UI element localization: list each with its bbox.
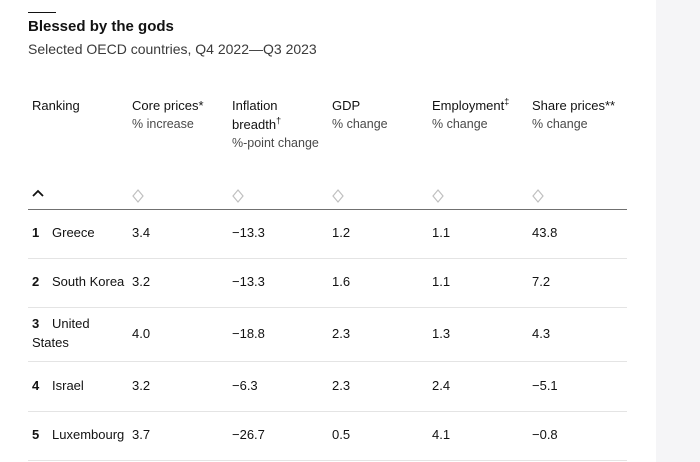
employment-value: 2.4 (432, 378, 451, 393)
core-prices-value: 3.2 (132, 274, 151, 289)
core-prices-value: 4.0 (132, 326, 151, 341)
header-gdp: GDP % change (332, 98, 388, 131)
rank-number: 2 (32, 274, 40, 289)
rank-number: 3 (32, 316, 40, 331)
sort-share-prices-icon[interactable] (532, 189, 544, 203)
inflation-breadth-value: −6.3 (232, 378, 258, 393)
country-name-line1: United (52, 316, 90, 331)
country-name-line2: States (32, 335, 69, 350)
employment-value: 1.1 (432, 274, 451, 289)
rank-number: 5 (32, 427, 40, 442)
country-name: Greece (52, 225, 95, 240)
sort-gdp-icon[interactable] (332, 189, 344, 203)
sort-inflation-breadth-icon[interactable] (232, 189, 244, 203)
employment-value: 4.1 (432, 427, 451, 442)
sort-core-prices-icon[interactable] (132, 189, 144, 203)
header-ranking: Ranking (32, 98, 80, 113)
core-prices-value: 3.2 (132, 378, 151, 393)
row-separator (28, 411, 627, 412)
header-divider (28, 209, 627, 210)
share-prices-value: 7.2 (532, 274, 551, 289)
inflation-breadth-value: −26.7 (232, 427, 265, 442)
share-prices-value: 43.8 (532, 225, 558, 240)
row-separator (28, 460, 627, 461)
header-inflation-breadth: Inflation breadth† %-point change (232, 98, 319, 150)
row-separator (28, 361, 627, 362)
top-rule (28, 12, 56, 13)
gdp-value: 2.3 (332, 378, 351, 393)
gdp-value: 0.5 (332, 427, 351, 442)
share-prices-value: −0.8 (532, 427, 558, 442)
share-prices-value: −5.1 (532, 378, 558, 393)
row-separator (28, 307, 627, 308)
chart-subtitle: Selected OECD countries, Q4 2022—Q3 2023 (28, 41, 317, 57)
row-separator (28, 258, 627, 259)
core-prices-value: 3.7 (132, 427, 151, 442)
rank-number: 1 (32, 225, 40, 240)
sort-employment-icon[interactable] (432, 189, 444, 203)
gdp-value: 2.3 (332, 326, 351, 341)
rank-number: 4 (32, 378, 40, 393)
chart-title: Blessed by the gods (28, 18, 174, 35)
inflation-breadth-value: −13.3 (232, 225, 265, 240)
country-name: South Korea (52, 274, 125, 289)
page-gutter (656, 0, 700, 462)
inflation-breadth-value: −18.8 (232, 326, 265, 341)
employment-value: 1.3 (432, 326, 451, 341)
header-core-prices: Core prices* % increase (132, 98, 204, 131)
table-card: Blessed by the gods Selected OECD countr… (28, 12, 627, 461)
gdp-value: 1.6 (332, 274, 351, 289)
share-prices-value: 4.3 (532, 326, 551, 341)
country-name: Luxembourg (52, 427, 125, 442)
employment-value: 1.1 (432, 225, 451, 240)
header-share-prices: Share prices** % change (532, 98, 616, 131)
country-name: Israel (52, 378, 84, 393)
inflation-breadth-value: −13.3 (232, 274, 265, 289)
gdp-value: 1.2 (332, 225, 351, 240)
sort-ascending-caret-icon[interactable] (32, 188, 44, 198)
header-employment: Employment‡ % change (432, 96, 510, 131)
core-prices-value: 3.4 (132, 225, 151, 240)
